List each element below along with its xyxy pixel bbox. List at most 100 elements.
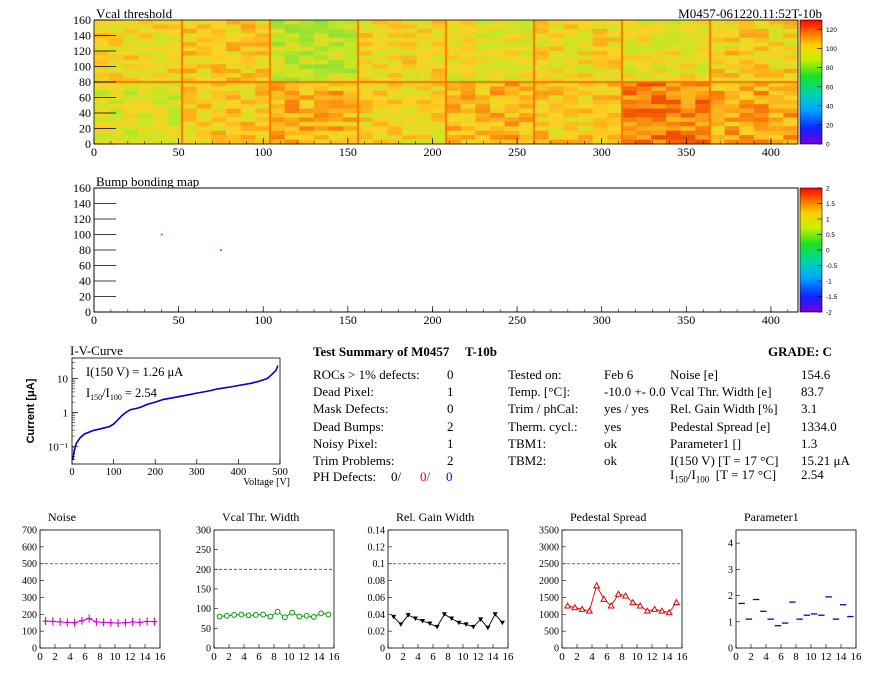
vcal-map-cell <box>519 64 535 70</box>
vcal-map-cell <box>343 24 359 30</box>
vcal-map-cell <box>270 59 286 65</box>
condition-row-value: yes / yes <box>604 401 649 417</box>
vcal-map-cell <box>666 86 682 92</box>
vcal-map-cell <box>196 95 212 101</box>
data-point <box>665 608 673 616</box>
data-point <box>281 614 288 621</box>
defect-row-value: 1 <box>447 384 454 400</box>
vcal-map-cell <box>534 68 550 74</box>
vcal-map-cell <box>108 90 124 96</box>
vcal-map-cell <box>519 73 535 78</box>
vcal-map-cell <box>475 33 491 39</box>
vcal-map-cell <box>94 104 110 109</box>
vcal-map-cell <box>592 95 608 101</box>
y-tick-label: 0 <box>728 644 733 655</box>
vcal-map-cell <box>710 51 726 56</box>
vcal-map-cell <box>460 86 476 92</box>
vcal-map-cell <box>475 108 491 114</box>
vcal-map-cell <box>724 68 740 74</box>
x-tick-label: 0 <box>733 651 739 663</box>
vcal-map-cell <box>416 95 432 101</box>
vcal-map-cell <box>284 77 300 83</box>
vcal-map-cell <box>490 117 506 123</box>
series-line <box>45 618 155 624</box>
vcal-map-cell <box>783 73 799 78</box>
data-point <box>144 617 151 626</box>
vcal-map-cell <box>123 90 139 96</box>
vcal-map-cell <box>607 104 623 109</box>
vcal-map-cell <box>255 113 271 118</box>
vcal-map-cell <box>519 59 535 65</box>
vcal-map-cell <box>387 121 403 127</box>
vcal-map-cell <box>768 117 784 123</box>
vcal-map-cell <box>431 55 447 61</box>
vcal-map-cell <box>783 28 799 34</box>
vcal-map-cell <box>123 135 139 140</box>
vcal-map-cell <box>768 28 784 34</box>
vcal-map-cell <box>607 86 623 92</box>
vcal-map-cell <box>226 108 242 114</box>
vcal-map-cell <box>431 68 447 74</box>
vcal-map-cell <box>563 37 579 43</box>
x-tick-label: 16 <box>503 651 515 663</box>
vcal-map-cell <box>138 33 154 39</box>
data-point <box>478 617 484 622</box>
vcal-map-cell <box>754 55 770 61</box>
vcal-map-cell <box>607 117 623 123</box>
vcal-map-cell <box>578 20 594 25</box>
vcal-map-cell <box>666 20 682 25</box>
vcal-map-cell <box>299 59 315 65</box>
vcal-map-cell <box>182 130 198 136</box>
data-point <box>412 616 418 621</box>
vcal-map-cell <box>651 126 667 132</box>
vcal-map-cell <box>343 95 359 101</box>
y-tick-label: 80 <box>79 243 91 257</box>
vcal-map-cell <box>284 86 300 92</box>
data-point <box>578 605 586 612</box>
data-point <box>107 618 114 627</box>
vcal-map-cell <box>416 77 432 83</box>
vcal-map-cell <box>783 117 799 123</box>
vcal-map-cell <box>196 68 212 74</box>
vcal-map-cell <box>475 24 491 30</box>
vcal-map-cell <box>446 104 462 109</box>
vcal-map-cell <box>343 33 359 39</box>
vcal-map-cell <box>460 90 476 96</box>
y-tick-label: 40 <box>79 274 91 288</box>
vcal-map-cell <box>519 33 535 39</box>
vcal-map-cell <box>768 99 784 105</box>
condition-row-value: -10.0 +- 0.0 <box>604 384 666 400</box>
vcal-map-cell <box>768 113 784 118</box>
vcal-map-cell <box>592 68 608 74</box>
vcal-map-cell <box>651 55 667 61</box>
vcal-map-cell <box>94 55 110 61</box>
vcal-map-cell <box>651 95 667 101</box>
vcal-map-cell <box>534 28 550 34</box>
vcal-map-cell <box>240 28 256 34</box>
vcal-map-cell <box>358 64 374 70</box>
x-tick-label: 200 <box>423 145 441 159</box>
vcal-map-cell <box>446 33 462 39</box>
vcal-map-cell <box>768 46 784 52</box>
vcal-map-cell <box>636 126 652 132</box>
vcal-map-cell <box>314 24 330 30</box>
dead-bump-marker <box>219 249 222 251</box>
vcal-map-cell <box>739 73 755 78</box>
y-tick-label: 600 <box>22 542 37 553</box>
vcal-map-cell <box>739 59 755 65</box>
vcal-map-cell <box>108 139 124 145</box>
vcal-map-cell <box>724 20 740 25</box>
vcal-map-cell <box>402 86 418 92</box>
vcal-map-cell <box>446 28 462 34</box>
y-tick-label: 80 <box>79 75 91 89</box>
data-point <box>571 603 579 611</box>
vcal-map-cell <box>563 108 579 114</box>
vcal-map-cell <box>152 64 168 70</box>
x-tick-label: 2 <box>400 651 406 663</box>
vcal-map-cell <box>680 86 696 92</box>
vcal-map-cell <box>358 130 374 136</box>
x-tick-label: 400 <box>762 145 780 159</box>
vcal-map-cell <box>666 55 682 61</box>
vcal-map-cell <box>431 90 447 96</box>
vcal-map-cell <box>123 139 139 145</box>
